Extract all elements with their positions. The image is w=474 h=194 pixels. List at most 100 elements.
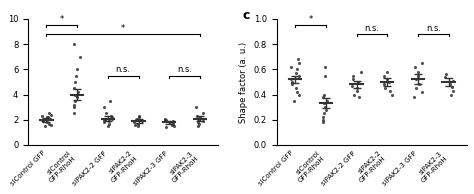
Point [161,117,169,120]
Point [72,80,79,83]
Point [197,116,204,119]
Point [138,120,146,123]
Point [130,121,138,124]
Point [72,93,79,96]
Point [162,118,169,121]
Point [72,99,79,102]
Point [195,118,202,121]
Point [194,125,202,128]
Point [412,87,419,90]
Point [41,125,49,128]
Point [349,74,356,77]
Point [195,122,203,125]
Point [448,85,456,88]
Point [44,121,51,124]
Point [169,120,177,123]
Point [419,61,426,65]
Point [104,125,112,128]
Point [442,73,450,76]
Point [449,79,456,82]
Point [39,120,47,123]
Point [134,125,142,128]
Point [350,78,357,81]
Point [380,83,387,86]
Point [109,116,116,119]
Point [163,118,170,121]
Point [194,121,201,124]
Point [72,74,80,77]
Point [416,83,423,86]
Point [71,103,78,106]
Text: *: * [309,15,313,24]
Point [296,61,303,65]
Point [415,70,422,73]
Point [107,114,114,118]
Point [411,65,419,68]
Point [295,93,303,96]
Point [294,58,302,61]
Point [293,90,301,94]
Point [199,112,207,115]
Point [382,87,389,90]
Point [100,118,108,121]
Text: n.s.: n.s. [426,24,441,33]
Point [287,65,294,68]
Point [449,89,456,92]
Point [322,65,329,68]
Point [320,102,328,105]
Point [39,118,47,121]
Point [357,70,365,73]
Point [170,122,177,125]
Point [71,106,78,109]
Point [319,118,327,121]
Point [319,95,326,99]
Point [71,112,78,115]
Point [414,74,422,77]
Point [47,123,55,126]
Text: c: c [242,9,250,22]
Point [410,95,418,99]
Point [319,121,327,124]
Text: n.s.: n.s. [177,65,192,74]
Point [194,117,202,120]
Point [320,112,328,115]
Point [293,68,301,71]
Point [321,74,328,77]
Text: *: * [60,15,64,24]
Point [136,118,144,121]
Point [45,116,52,119]
Point [108,117,116,120]
Point [44,116,51,119]
Point [133,117,141,120]
Point [74,90,82,94]
Point [106,99,113,102]
Text: n.s.: n.s. [365,24,379,33]
Point [288,80,296,83]
Point [45,122,52,125]
Point [418,90,426,94]
Point [47,113,55,116]
Point [388,93,395,96]
Point [105,122,112,125]
Point [441,75,448,78]
Point [192,106,200,109]
Text: n.s.: n.s. [116,65,131,74]
Point [321,106,329,109]
Point [354,87,361,90]
Point [131,123,139,126]
Point [288,83,296,86]
Point [46,117,54,120]
Point [105,120,113,123]
Point [380,74,388,77]
Point [102,112,110,115]
Point [319,116,327,119]
Point [353,89,360,92]
Point [447,93,455,96]
Point [292,87,300,90]
Point [70,87,78,90]
Point [323,99,331,102]
Point [46,112,53,115]
Point [412,78,420,81]
Point [320,93,328,96]
Point [71,42,78,46]
